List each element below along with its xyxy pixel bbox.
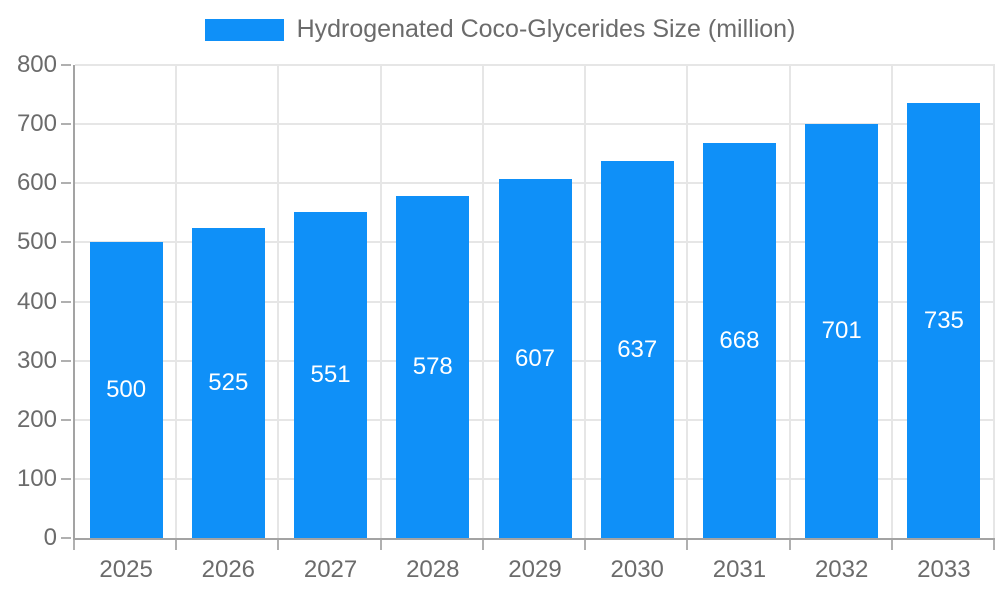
y-tick (61, 418, 71, 421)
bar: 578 (396, 196, 470, 538)
x-tick-label: 2032 (814, 556, 869, 583)
y-gridline (75, 123, 995, 126)
x-gridline (277, 65, 280, 538)
y-tick (61, 123, 71, 126)
y-tick-label: 800 (16, 51, 57, 78)
x-tick (584, 540, 587, 550)
x-tick-label: 2031 (712, 556, 767, 583)
bar-value-label: 607 (514, 344, 556, 372)
bar-value-label: 637 (617, 335, 658, 363)
x-gridline (379, 65, 382, 538)
y-tick (61, 359, 71, 362)
x-tick (686, 540, 689, 550)
y-tick-label: 100 (16, 464, 57, 492)
x-tick-label: 2027 (303, 556, 358, 583)
x-tick-label: 2033 (917, 556, 971, 583)
x-gridline (584, 65, 587, 538)
x-tick (175, 540, 178, 550)
bar: 500 (89, 242, 163, 538)
bar-value-label: 525 (208, 369, 249, 396)
x-tick-label: 2026 (201, 556, 256, 583)
y-tick-label: 0 (43, 524, 57, 551)
bar: 668 (702, 143, 776, 538)
y-tick (61, 241, 71, 244)
bar-value-label: 551 (310, 361, 351, 388)
bar: 525 (191, 228, 265, 538)
y-gridline (75, 64, 995, 66)
y-tick (61, 300, 71, 303)
bar-value-label: 701 (821, 317, 862, 344)
bar: 735 (907, 103, 981, 538)
y-tick-label: 300 (16, 346, 57, 374)
x-gridline (890, 65, 893, 538)
x-tick (993, 540, 995, 550)
bar-value-label: 578 (412, 353, 453, 380)
x-gridline (788, 65, 791, 538)
x-tick (481, 540, 484, 550)
bar: 637 (600, 161, 674, 538)
bar-value-label: 668 (719, 326, 760, 354)
x-gridline (993, 65, 995, 538)
x-tick-label: 2030 (610, 556, 664, 583)
x-tick-label: 2028 (406, 556, 460, 583)
legend: Hydrogenated Coco-Glycerides Size (milli… (0, 15, 1000, 44)
x-tick (890, 540, 893, 550)
y-tick-label: 700 (16, 110, 57, 138)
x-gridline (175, 65, 178, 538)
x-gridline (481, 65, 484, 538)
x-tick (73, 540, 75, 550)
bar: 701 (805, 124, 879, 538)
y-tick (61, 477, 71, 480)
y-tick (61, 537, 71, 539)
y-tick-label: 400 (16, 287, 57, 315)
bar: 607 (498, 179, 572, 538)
x-tick (277, 540, 280, 550)
plot-area: 0 100 200 300 400 500 600 700 800 2025 2026 2027 202… (17, 51, 995, 583)
x-tick-label: 2029 (508, 556, 562, 583)
x-tick-label: 2025 (99, 556, 153, 583)
y-tick-label: 600 (16, 169, 57, 197)
y-tick (61, 182, 71, 185)
y-tick (61, 64, 71, 66)
x-tick (379, 540, 382, 550)
legend-label: Hydrogenated Coco-Glycerides Size (milli… (296, 15, 796, 43)
legend-swatch (204, 18, 284, 41)
y-tick-label: 200 (16, 405, 57, 433)
x-tick (788, 540, 791, 550)
bar-value-label: 735 (923, 306, 964, 334)
y-tick-label: 500 (16, 228, 57, 256)
bar-value-label: 500 (106, 376, 147, 403)
bar: 551 (294, 212, 368, 538)
x-gridline (686, 65, 689, 538)
